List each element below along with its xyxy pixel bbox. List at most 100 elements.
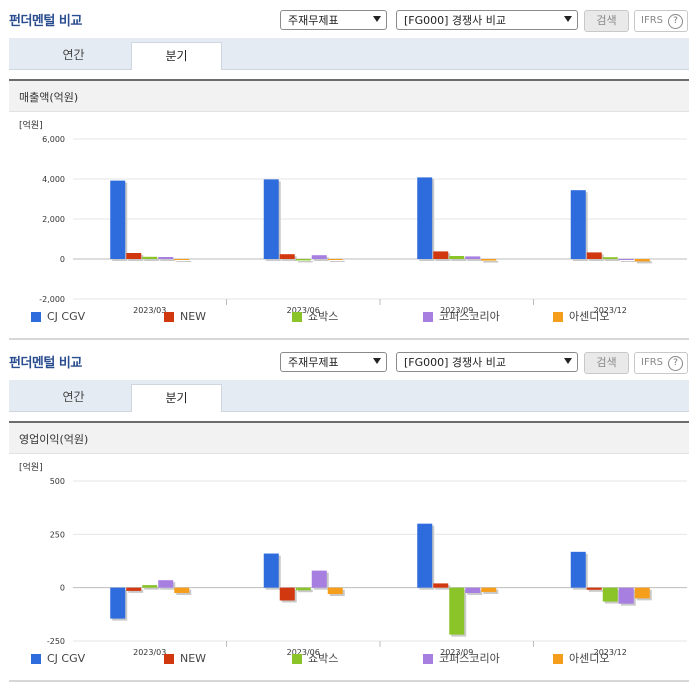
fundamental-panel-2: 펀더멘털 비교 주재무제표 [FG000] 경쟁사 비교 검색 IFRS ? 연… xyxy=(0,342,696,684)
bar-shadow xyxy=(636,261,652,264)
bar xyxy=(433,251,449,259)
operating-profit-chart: [억원] 500 250 0 -250 2023/03 2023/06 2023/09 2023… xyxy=(19,461,687,657)
chart-container: 매출액(억원) [억원] 6,000 4,000 2,000 0 -2,000 2023/0… xyxy=(9,79,689,340)
revenue-chart: [억원] 6,000 4,000 2,000 0 -2,000 2023/03 2023/06… xyxy=(19,119,687,315)
bar xyxy=(570,190,586,259)
legend-label: CJ CGV xyxy=(47,310,86,323)
y-tick-label: -250 xyxy=(47,637,65,646)
peer-group-select[interactable]: [FG000] 경쟁사 비교 xyxy=(396,10,578,30)
bar xyxy=(327,587,343,595)
ifrs-button[interactable]: IFRS ? xyxy=(634,352,688,374)
period-tabs: 연간 분기 xyxy=(9,380,689,412)
bar-shadow xyxy=(329,261,345,262)
chevron-down-icon xyxy=(373,358,381,364)
chevron-down-icon xyxy=(564,16,572,22)
bar-shadow xyxy=(588,589,604,592)
chart-legend: CJ CGV NEW 쇼박스 코퍼스코리아 아센디오 xyxy=(9,309,689,325)
bar xyxy=(142,256,158,259)
x-tick-label: 2023/06 xyxy=(287,306,320,315)
tab-annual[interactable]: 연간 xyxy=(62,390,85,404)
select-value: [FG000] 경쟁사 비교 xyxy=(404,356,507,369)
select-value: 주재무제표 xyxy=(288,356,339,369)
y-tick-label: 500 xyxy=(50,477,65,486)
panel-title: 펀더멘털 비교 xyxy=(9,14,82,29)
legend-label: NEW xyxy=(180,310,207,323)
legend-swatch xyxy=(31,312,41,322)
bar-shadow xyxy=(467,258,483,261)
bar-shadow xyxy=(297,261,313,263)
tab-annual[interactable]: 연간 xyxy=(62,48,85,62)
bar xyxy=(465,256,481,259)
bar-shadow xyxy=(128,589,144,593)
y-tick-label: 2,000 xyxy=(42,215,65,224)
bar xyxy=(311,255,327,259)
y-tick-label: 6,000 xyxy=(42,135,65,144)
legend-label: CJ CGV xyxy=(47,652,86,665)
bar xyxy=(586,587,602,590)
legend-label: 쇼박스 xyxy=(308,652,339,665)
bar xyxy=(327,259,343,260)
bar-shadow xyxy=(604,259,620,261)
bar xyxy=(158,580,174,588)
tab-quarterly[interactable]: 분기 xyxy=(131,42,222,70)
chart-title: 영업이익(억원) xyxy=(19,433,89,446)
legend-swatch xyxy=(31,654,41,664)
select-value: [FG000] 경쟁사 비교 xyxy=(404,14,507,27)
bar-shadow xyxy=(483,261,499,263)
bar xyxy=(417,177,433,259)
ifrs-button[interactable]: IFRS ? xyxy=(634,10,688,32)
chevron-down-icon xyxy=(564,358,572,364)
legend-swatch xyxy=(553,654,563,664)
y-unit-label: [억원] xyxy=(19,119,43,131)
bar-shadow xyxy=(620,261,636,262)
bar-shadow xyxy=(160,259,176,261)
x-tick-label: 2023/12 xyxy=(594,648,627,657)
search-button[interactable]: 검색 xyxy=(584,352,629,374)
bar-shadow xyxy=(313,257,329,261)
peer-group-select[interactable]: [FG000] 경쟁사 비교 xyxy=(396,352,578,372)
tab-quarterly[interactable]: 분기 xyxy=(131,384,222,412)
legend-swatch xyxy=(292,312,302,322)
legend-swatch xyxy=(292,654,302,664)
bar xyxy=(586,252,602,259)
bar xyxy=(295,259,311,261)
x-tick-label: 2023/09 xyxy=(440,306,473,315)
legend-label: 코퍼스코리아 xyxy=(439,310,500,323)
bar xyxy=(481,259,497,261)
statement-type-select[interactable]: 주재무제표 xyxy=(280,352,387,372)
chart-container: 영업이익(억원) [억원] 500 250 0 -250 2023/03 2023/06 20… xyxy=(9,421,689,682)
statement-type-select[interactable]: 주재무제표 xyxy=(280,10,387,30)
bar-shadow xyxy=(297,589,313,593)
bar xyxy=(602,587,618,602)
bar xyxy=(433,583,449,588)
chart-header: 영업이익(억원) xyxy=(9,423,689,454)
bar xyxy=(174,259,190,260)
bar-shadow xyxy=(144,258,160,261)
legend-label: 코퍼스코리아 xyxy=(439,652,500,665)
help-icon: ? xyxy=(668,356,683,371)
x-tick-label: 2023/12 xyxy=(594,306,627,315)
y-tick-label: 0 xyxy=(60,255,65,264)
bar xyxy=(110,180,126,259)
chart-title: 매출액(억원) xyxy=(19,91,79,104)
legend-swatch xyxy=(423,654,433,664)
ifrs-label: IFRS xyxy=(641,357,663,368)
chart-legend: CJ CGV NEW 쇼박스 코퍼스코리아 아센디오 xyxy=(9,651,689,667)
bar xyxy=(634,259,650,262)
bar xyxy=(634,587,650,599)
bar-shadow xyxy=(176,261,192,262)
bar xyxy=(570,551,586,588)
y-tick-label: 0 xyxy=(60,584,65,593)
x-tick-label: 2023/03 xyxy=(133,306,166,315)
bar xyxy=(263,179,279,259)
bar xyxy=(417,523,433,588)
fundamental-panel-1: 펀더멘털 비교 주재무제표 [FG000] 경쟁사 비교 검색 IFRS ? 연… xyxy=(9,10,689,340)
bar xyxy=(295,587,311,591)
x-tick-label: 2023/06 xyxy=(287,648,320,657)
y-unit-label: [억원] xyxy=(19,461,43,473)
chart-header: 매출액(억원) xyxy=(9,81,689,112)
bar xyxy=(618,259,634,260)
search-button[interactable]: 검색 xyxy=(584,10,629,32)
bar xyxy=(174,587,190,593)
bar xyxy=(126,253,142,259)
